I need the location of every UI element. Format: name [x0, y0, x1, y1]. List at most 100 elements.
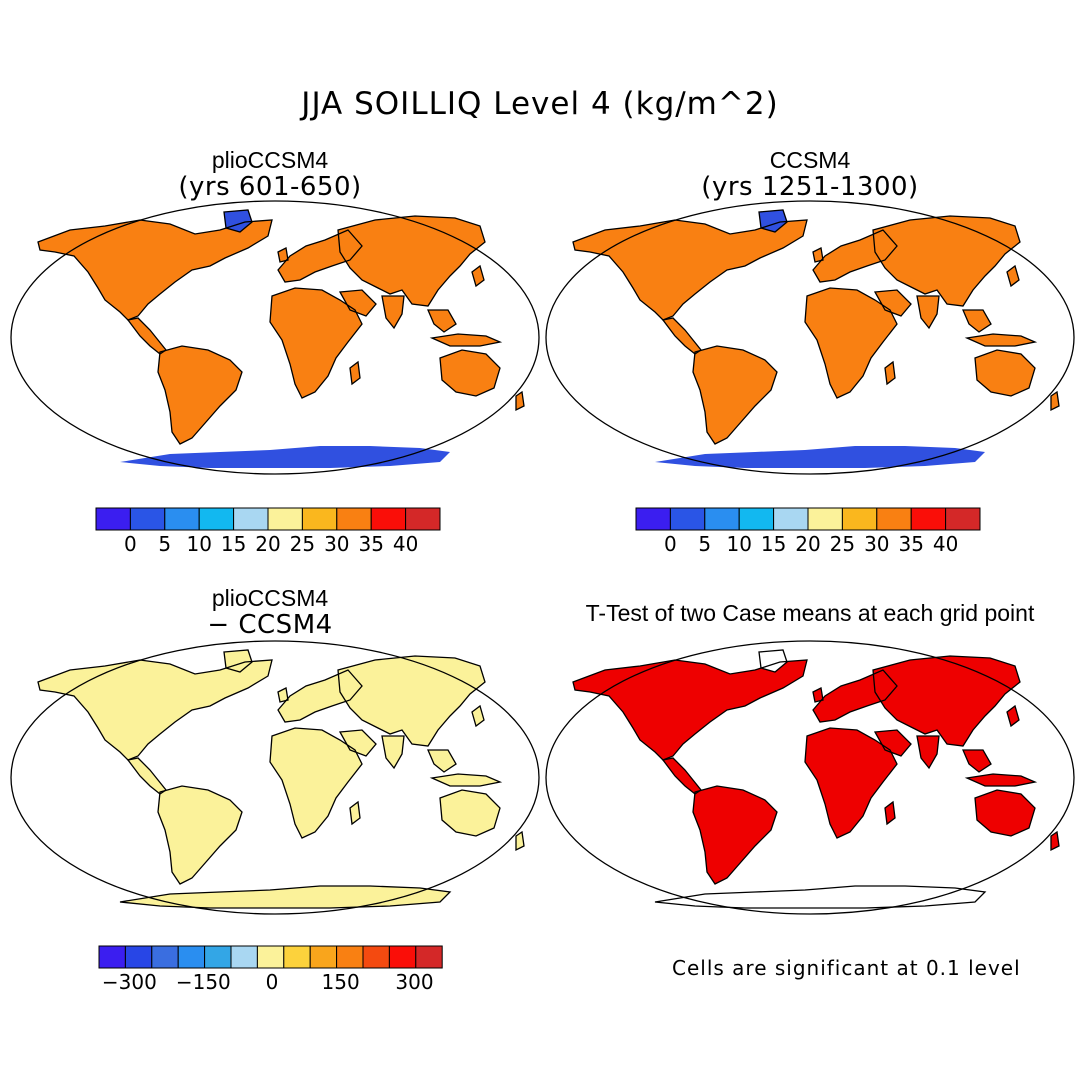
coast-new-zealand: [515, 830, 525, 852]
coast-north-america: [572, 659, 808, 761]
land-central-america: [128, 318, 166, 354]
coastlines: [572, 649, 1060, 909]
land-uk: [278, 688, 288, 702]
land-arabia: [875, 290, 911, 316]
projection-border: [545, 640, 1075, 915]
land-north-america: [38, 660, 272, 760]
colorbar-tick-label: 35: [898, 532, 923, 556]
land-central-america: [663, 758, 701, 794]
colorbar-tick-label: 0: [266, 970, 279, 994]
coast-madagascar: [349, 800, 361, 826]
map-ttest-significance: [545, 640, 1075, 915]
colorbar-tick-label: 40: [933, 532, 958, 556]
colorbar-box: [124, 945, 153, 969]
projection-border: [545, 200, 1075, 475]
land-south-america: [158, 346, 242, 444]
panel-title-diff: plioCCSM4: [211, 585, 329, 611]
colorbar-box: [910, 507, 947, 531]
land-indonesia: [967, 774, 1035, 786]
panel-subtitle-ccsm4: (yrs 1251-1300): [701, 172, 919, 202]
colorbar-box: [704, 507, 740, 531]
coast-indonesia: [964, 773, 1038, 787]
coast-india: [381, 295, 405, 330]
colorbar-tick-label: 15: [221, 532, 246, 556]
land-africa: [805, 728, 897, 838]
land-arabia: [340, 730, 376, 756]
land-australia: [440, 350, 500, 396]
colorbar-box: [669, 507, 706, 531]
land-se-asia: [428, 750, 456, 772]
colorbar-box: [95, 507, 131, 531]
coast-uk: [277, 687, 289, 703]
colorbar-box: [198, 507, 235, 531]
land-south-america: [693, 346, 777, 444]
coast-south-america: [692, 345, 778, 445]
coastlines: [37, 649, 525, 909]
colorbar-ccsm4-mean: 0 5 10 15 20 25 30 35 40: [635, 507, 981, 556]
coast-japan: [1006, 264, 1020, 288]
land-australia: [440, 790, 500, 836]
coast-arabia: [338, 729, 377, 757]
panel-subtitle-plio: (yrs 601-650): [178, 172, 362, 202]
coast-se-asia: [962, 309, 992, 333]
land-central-america: [128, 758, 166, 794]
colorbar-box: [807, 507, 843, 531]
colorbar-tick-label: 15: [761, 532, 786, 556]
panel-title-plio: plioCCSM4: [211, 147, 329, 173]
colorbar-ticks: −300 −150 0 150 300: [102, 970, 434, 994]
colorbar-box: [309, 945, 338, 969]
coast-uk: [812, 687, 824, 703]
coast-asia: [872, 655, 1021, 747]
land-asia: [873, 656, 1020, 746]
land-africa: [805, 288, 897, 398]
colorbar-tick-label: 5: [158, 532, 171, 556]
coast-australia: [974, 349, 1036, 397]
colorbar-box: [841, 507, 878, 531]
projection-border: [10, 640, 540, 915]
colorbar-box: [388, 945, 417, 969]
colorbar-box: [164, 507, 200, 531]
coast-africa: [804, 287, 898, 399]
coast-india: [916, 735, 940, 770]
colorbar-tick-label: 5: [698, 532, 711, 556]
land-north-america: [573, 220, 807, 320]
colorbar-box: [738, 507, 775, 531]
coast-australia: [974, 789, 1036, 837]
land-uk: [813, 688, 823, 702]
land-central-america: [663, 318, 701, 354]
land-africa: [270, 728, 362, 838]
projection-border: [10, 200, 540, 475]
coast-antarctica: [654, 885, 987, 909]
colorbar-tick-label: 20: [795, 532, 820, 556]
land-asia: [873, 216, 1020, 306]
coast-uk: [812, 247, 824, 263]
coast-europe: [277, 669, 363, 723]
map-ccsm4-mean: [545, 200, 1075, 475]
coast-north-america: [37, 659, 273, 761]
land-africa: [270, 288, 362, 398]
colorbar-box: [876, 507, 912, 531]
land-australia: [975, 350, 1035, 396]
coast-japan: [471, 264, 485, 288]
colorbar-tick-label: 0: [124, 532, 137, 556]
colorbar-box: [230, 945, 258, 969]
land-south-america: [693, 786, 777, 884]
colorbar-tick-label: −150: [176, 970, 231, 994]
map-difference: [10, 640, 540, 915]
coast-asia: [337, 655, 486, 747]
land-indonesia: [967, 334, 1035, 346]
coast-arabia: [338, 289, 377, 317]
colorbar-tick-label: 300: [395, 970, 433, 994]
colorbar-tick-label: 25: [830, 532, 855, 556]
land-arabia: [340, 290, 376, 316]
colorbar-box: [362, 945, 390, 969]
coast-madagascar: [884, 360, 896, 386]
colorbar-box: [267, 507, 303, 531]
colorbar-tick-label: 35: [358, 532, 383, 556]
land-antarctica: [120, 886, 450, 908]
coast-indonesia: [429, 773, 503, 787]
coast-indonesia: [429, 333, 503, 347]
panel-title-ccsm4: CCSM4: [769, 147, 851, 173]
land-se-asia: [963, 750, 991, 772]
